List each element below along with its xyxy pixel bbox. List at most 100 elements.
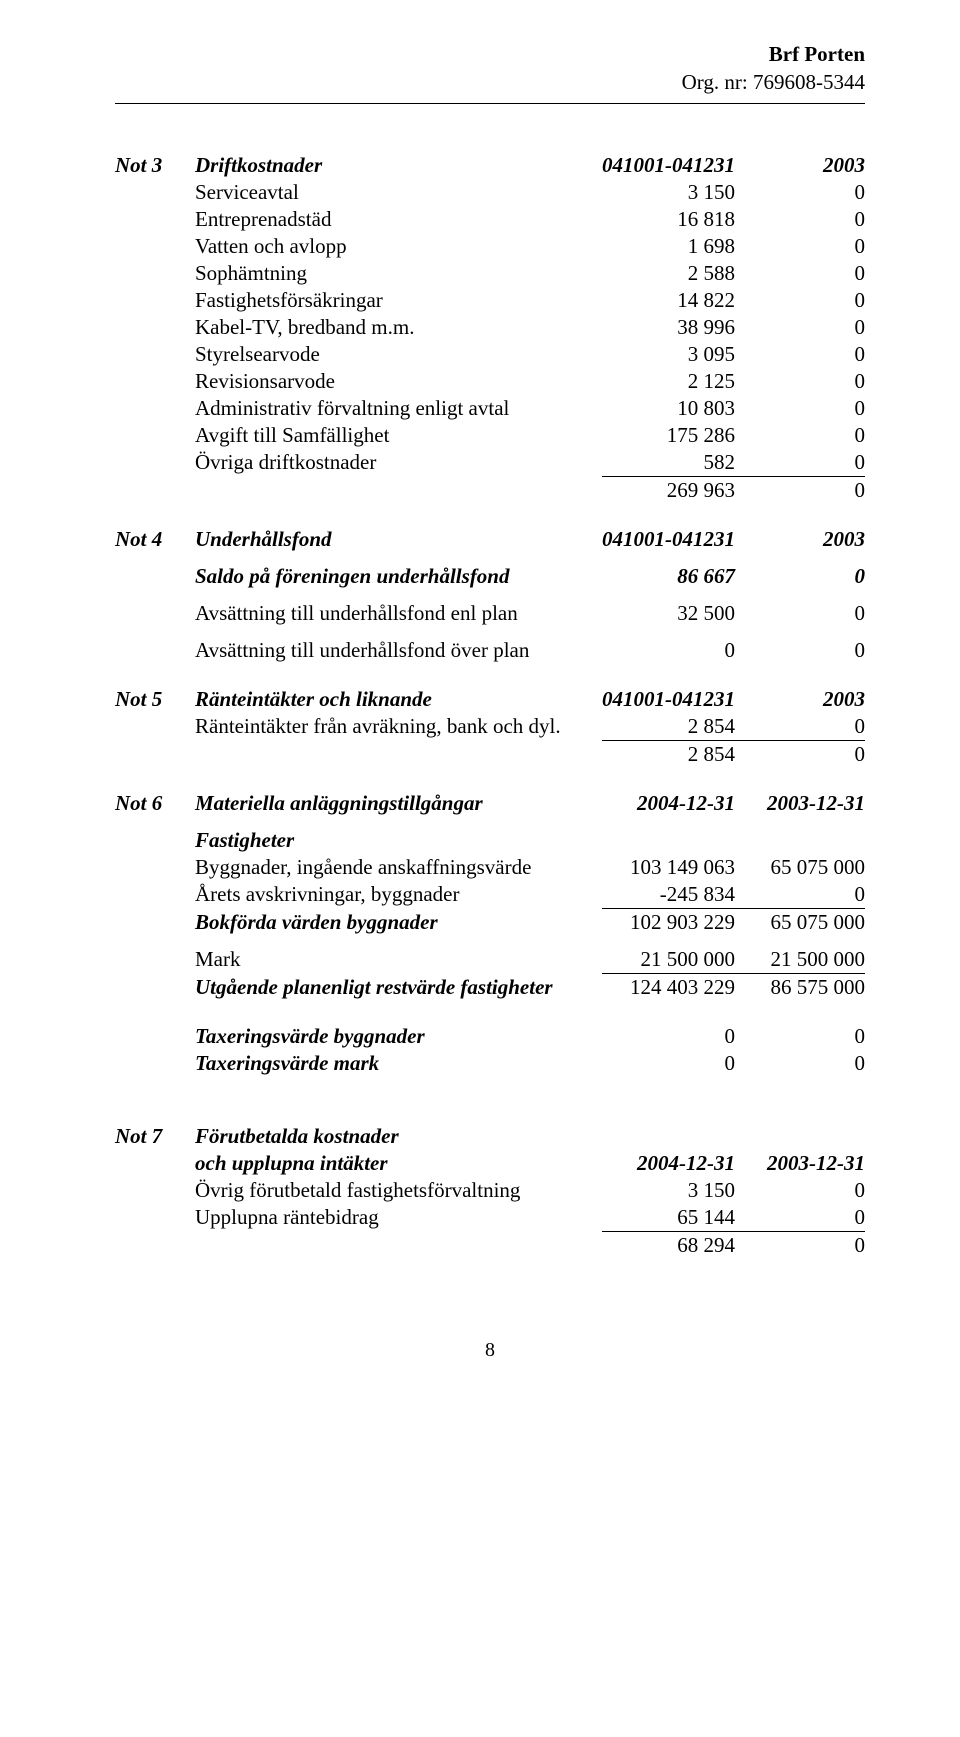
not4-saldo-v2: 0 <box>735 563 865 590</box>
table-row: Avsättning till underhållsfond enl plan3… <box>115 600 865 627</box>
row-val2: 0 <box>735 341 865 368</box>
table-row: Byggnader, ingående anskaffningsvärde103… <box>115 854 865 881</box>
not4-saldo-label: Saldo på föreningen underhållsfond <box>195 563 602 590</box>
not3-heading-row: Not 3 Driftkostnader 041001-041231 2003 <box>115 152 865 179</box>
row-val1: 38 996 <box>602 314 735 341</box>
utgaende-row: Utgående planenligt restvärde fastighete… <box>115 973 865 1001</box>
not5-title: Ränteintäkter och liknande <box>195 686 602 713</box>
row-val2: 0 <box>735 206 865 233</box>
row-val2: 0 <box>735 713 865 741</box>
not4-period-prior: 2003 <box>735 526 865 553</box>
fastigheter-heading: Fastigheter <box>115 827 865 854</box>
not3-total-v1: 269 963 <box>602 476 735 504</box>
not5-period-prior: 2003 <box>735 686 865 713</box>
tax-mark-v1: 0 <box>602 1050 735 1077</box>
row-val1: 582 <box>602 449 735 477</box>
utgaende-label: Utgående planenligt restvärde fastighete… <box>195 973 602 1001</box>
row-label: Kabel-TV, bredband m.m. <box>195 314 602 341</box>
fastigheter-label: Fastigheter <box>195 827 602 854</box>
table-row: Kabel-TV, bredband m.m.38 9960 <box>115 314 865 341</box>
row-label: Fastighetsförsäkringar <box>195 287 602 314</box>
row-label: Sophämtning <box>195 260 602 287</box>
not3-total-v2: 0 <box>735 476 865 504</box>
table-row: Upplupna räntebidrag65 1440 <box>115 1204 865 1232</box>
not6-date-prior: 2003-12-31 <box>735 790 865 817</box>
bokforda-row: Bokförda värden byggnader 102 903 229 65… <box>115 908 865 936</box>
row-label: Administrativ förvaltning enligt avtal <box>195 395 602 422</box>
utgaende-v2: 86 575 000 <box>735 973 865 1001</box>
row-label: Avsättning till underhållsfond enl plan <box>195 600 602 627</box>
row-label: Revisionsarvode <box>195 368 602 395</box>
table-row: Serviceavtal3 1500 <box>115 179 865 206</box>
table-row: Sophämtning2 5880 <box>115 260 865 287</box>
table-row: Övriga driftkostnader5820 <box>115 449 865 477</box>
row-val2: 0 <box>735 449 865 477</box>
row-val1: 103 149 063 <box>602 854 735 881</box>
not5-label: Not 5 <box>115 686 195 713</box>
row-val2: 0 <box>735 314 865 341</box>
not5-total-v2: 0 <box>735 740 865 768</box>
row-val1: 16 818 <box>602 206 735 233</box>
row-label: Vatten och avlopp <box>195 233 602 260</box>
table-row: Övrig förutbetald fastighetsförvaltning3… <box>115 1177 865 1204</box>
mark-row: Mark21 500 00021 500 000 <box>115 946 865 974</box>
table-row: Vatten och avlopp1 6980 <box>115 233 865 260</box>
row-val1: 2 125 <box>602 368 735 395</box>
not3-total-row: 269 9630 <box>115 476 865 504</box>
row-val1: -245 834 <box>602 881 735 909</box>
table-row: Administrativ förvaltning enligt avtal10… <box>115 395 865 422</box>
mark-v2: 21 500 000 <box>735 946 865 974</box>
row-label: Ränteintäkter från avräkning, bank och d… <box>195 713 602 741</box>
not7-total-v1: 68 294 <box>602 1231 735 1259</box>
row-label: Övriga driftkostnader <box>195 449 602 477</box>
row-val2: 0 <box>735 368 865 395</box>
mark-label: Mark <box>195 946 602 974</box>
row-val1: 10 803 <box>602 395 735 422</box>
org-title: Brf Porten <box>115 40 865 68</box>
row-val1: 2 588 <box>602 260 735 287</box>
not7-heading-row-2: och upplupna intäkter 2004-12-31 2003-12… <box>115 1150 865 1177</box>
row-val2: 65 075 000 <box>735 854 865 881</box>
not4-heading-row: Not 4 Underhållsfond 041001-041231 2003 <box>115 526 865 553</box>
tax-bygg-label: Taxeringsvärde byggnader <box>195 1023 602 1050</box>
row-val2: 0 <box>735 395 865 422</box>
tax-mark-label: Taxeringsvärde mark <box>195 1050 602 1077</box>
row-val1: 65 144 <box>602 1204 735 1232</box>
tax-bygg-v2: 0 <box>735 1023 865 1050</box>
table-row: Styrelsearvode3 0950 <box>115 341 865 368</box>
row-label: Styrelsearvode <box>195 341 602 368</box>
row-val1: 0 <box>602 637 735 664</box>
not3-title: Driftkostnader <box>195 152 602 179</box>
row-val2: 0 <box>735 233 865 260</box>
tax-bygg-row: Taxeringsvärde byggnader 0 0 <box>115 1023 865 1050</box>
header-rule <box>115 103 865 104</box>
row-val1: 175 286 <box>602 422 735 449</box>
not7-title-line1: Förutbetalda kostnader <box>195 1123 602 1150</box>
not6-date-current: 2004-12-31 <box>602 790 735 817</box>
not5-heading-row: Not 5 Ränteintäkter och liknande 041001-… <box>115 686 865 713</box>
row-val2: 0 <box>735 287 865 314</box>
table-row: Fastighetsförsäkringar14 8220 <box>115 287 865 314</box>
bokforda-v2: 65 075 000 <box>735 908 865 936</box>
row-val2: 0 <box>735 1204 865 1232</box>
not5-total-row: 2 8540 <box>115 740 865 768</box>
row-val1: 2 854 <box>602 713 735 741</box>
page-container: Brf Porten Org. nr: 769608-5344 Not 3 Dr… <box>0 0 960 1402</box>
not4-title: Underhållsfond <box>195 526 602 553</box>
row-val2: 0 <box>735 179 865 206</box>
not4-saldo-row: Saldo på föreningen underhållsfond 86 66… <box>115 563 865 590</box>
not6-heading-row: Not 6 Materiella anläggningstillgångar 2… <box>115 790 865 817</box>
utgaende-v1: 124 403 229 <box>602 973 735 1001</box>
row-val1: 32 500 <box>602 600 735 627</box>
not3-period-current: 041001-041231 <box>602 152 735 179</box>
table-row: Ränteintäkter från avräkning, bank och d… <box>115 713 865 741</box>
row-label: Årets avskrivningar, byggnader <box>195 881 602 909</box>
not7-total-row: 68 2940 <box>115 1231 865 1259</box>
row-val2: 0 <box>735 1177 865 1204</box>
row-val1: 3 095 <box>602 341 735 368</box>
not7-total-v2: 0 <box>735 1231 865 1259</box>
mark-v1: 21 500 000 <box>602 946 735 974</box>
tax-bygg-v1: 0 <box>602 1023 735 1050</box>
table-row: Årets avskrivningar, byggnader-245 8340 <box>115 881 865 909</box>
table-row: Entreprenadstäd16 8180 <box>115 206 865 233</box>
